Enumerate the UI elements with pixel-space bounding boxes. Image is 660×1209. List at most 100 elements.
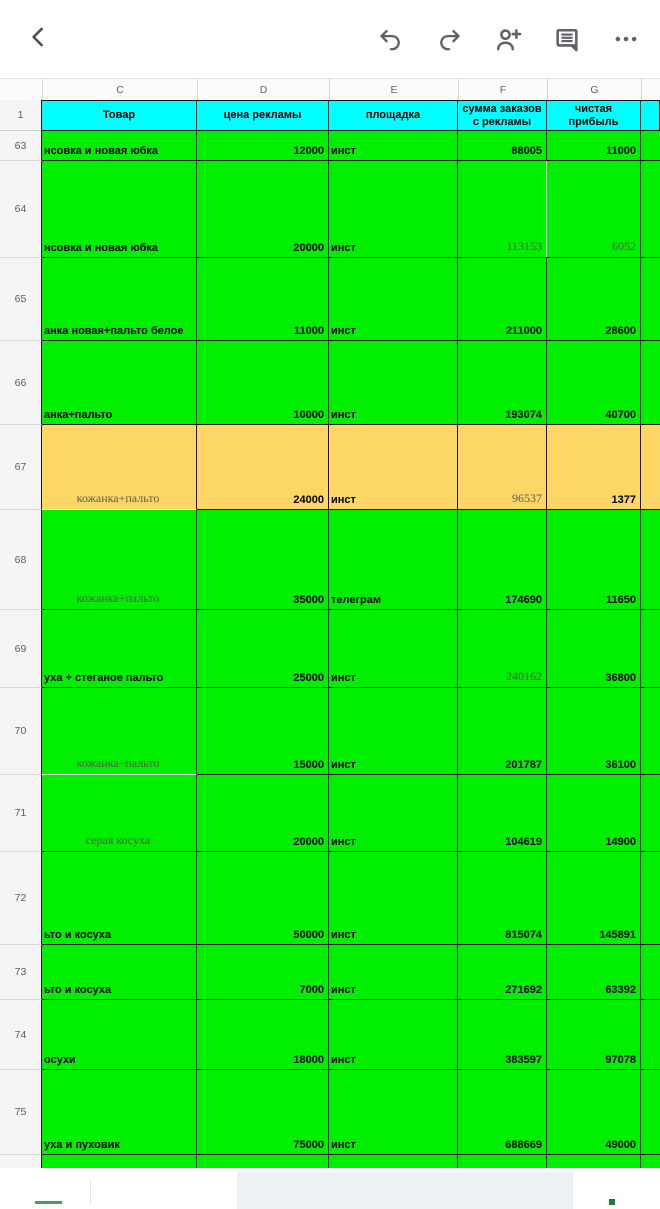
row-header-65[interactable]: 65 xyxy=(0,258,42,341)
cell-E67[interactable]: инст xyxy=(329,425,458,510)
row-header-75[interactable]: 75 xyxy=(0,1070,42,1155)
cell-E66[interactable]: инст xyxy=(329,341,458,425)
cell-D72[interactable]: 50000 xyxy=(197,852,329,945)
cell-E70[interactable]: инст xyxy=(329,688,458,775)
cell-partial[interactable] xyxy=(329,1155,458,1168)
comments-button[interactable] xyxy=(553,25,581,53)
cell-C75[interactable]: уха и пуховик xyxy=(42,1070,197,1155)
row-header-66[interactable]: 66 xyxy=(0,341,42,425)
cell-D64[interactable]: 20000 xyxy=(197,161,329,258)
cell-E68[interactable]: телеграм xyxy=(329,510,458,610)
row-header-71[interactable]: 71 xyxy=(0,775,42,852)
cell-C69[interactable]: уха + стеганое пальто xyxy=(42,610,197,688)
cell-C64[interactable]: нсовка и новая юбка xyxy=(42,161,197,258)
cell-C63[interactable]: нсовка и новая юбка xyxy=(42,131,197,161)
row-header-70[interactable]: 70 xyxy=(0,688,42,775)
cell-G63[interactable]: 11000 xyxy=(547,131,641,161)
cell-E71[interactable]: инст xyxy=(329,775,458,852)
cell-G67[interactable]: 1377 xyxy=(547,425,641,510)
cell-G74[interactable]: 97078 xyxy=(547,1000,641,1070)
cell-D70[interactable]: 15000 xyxy=(197,688,329,775)
row-header-64[interactable]: 64 xyxy=(0,161,42,258)
cell-F70[interactable]: 201787 xyxy=(458,688,547,775)
row-header-69[interactable]: 69 xyxy=(0,610,42,688)
scrollbar[interactable] xyxy=(237,1172,573,1209)
share-button[interactable] xyxy=(494,25,522,53)
cell-E75[interactable]: инст xyxy=(329,1070,458,1155)
column-header-G[interactable]: G xyxy=(547,79,641,100)
column-header-E[interactable]: E xyxy=(329,79,458,100)
header-cell-C1[interactable]: Товар xyxy=(42,100,197,131)
cell-D74[interactable]: 18000 xyxy=(197,1000,329,1070)
cell-C68[interactable]: кожанка+пальто xyxy=(42,510,197,610)
cell-F63[interactable]: 88005 xyxy=(458,131,547,161)
row-header-73[interactable]: 73 xyxy=(0,945,42,1000)
cell-C74[interactable]: осухи xyxy=(42,1000,197,1070)
cell-G72[interactable]: 145891 xyxy=(547,852,641,945)
cell-F75[interactable]: 688669 xyxy=(458,1070,547,1155)
cell-D69[interactable]: 25000 xyxy=(197,610,329,688)
row-header-72[interactable]: 72 xyxy=(0,852,42,945)
cell-E69[interactable]: инст xyxy=(329,610,458,688)
cell-F69[interactable]: 240162 xyxy=(458,610,547,688)
cell-D71[interactable]: 20000 xyxy=(197,775,329,852)
cell-G71[interactable]: 14900 xyxy=(547,775,641,852)
cell-D73[interactable]: 7000 xyxy=(197,945,329,1000)
cell-F72[interactable]: 815074 xyxy=(458,852,547,945)
cell-C65[interactable]: анка новая+пальто белое xyxy=(42,258,197,341)
row-header-1[interactable]: 1 xyxy=(0,100,42,131)
cell-G68[interactable]: 11650 xyxy=(547,510,641,610)
cell-partial[interactable] xyxy=(458,1155,547,1168)
cell-C70[interactable]: кожанка+пальто xyxy=(42,688,197,775)
cell-F73[interactable]: 271692 xyxy=(458,945,547,1000)
back-button[interactable] xyxy=(24,24,54,54)
cell-partial[interactable] xyxy=(547,1155,641,1168)
cell-G69[interactable]: 36800 xyxy=(547,610,641,688)
cell-E74[interactable]: инст xyxy=(329,1000,458,1070)
cell-D66[interactable]: 10000 xyxy=(197,341,329,425)
cell-G73[interactable]: 63392 xyxy=(547,945,641,1000)
column-header-C[interactable]: C xyxy=(42,79,197,100)
cell-C72[interactable]: ьто и косуха xyxy=(42,852,197,945)
row-header-74[interactable]: 74 xyxy=(0,1000,42,1070)
header-cell-E1[interactable]: площадка xyxy=(329,100,458,131)
cell-G75[interactable]: 49000 xyxy=(547,1070,641,1155)
cell-F74[interactable]: 383597 xyxy=(458,1000,547,1070)
cell-E65[interactable]: инст xyxy=(329,258,458,341)
cell-D75[interactable]: 75000 xyxy=(197,1070,329,1155)
cell-E73[interactable]: инст xyxy=(329,945,458,1000)
column-header-F[interactable]: F xyxy=(458,79,547,100)
column-header-D[interactable]: D xyxy=(197,79,329,100)
cell-G64[interactable]: 6052 xyxy=(547,161,641,258)
cell-D68[interactable]: 35000 xyxy=(197,510,329,610)
cell-G65[interactable]: 28600 xyxy=(547,258,641,341)
cell-E64[interactable]: инст xyxy=(329,161,458,258)
cell-F67[interactable]: 96537 xyxy=(458,425,547,510)
header-cell-G1[interactable]: чистая прибыль xyxy=(547,100,641,131)
row-header-partial[interactable] xyxy=(0,1155,42,1168)
header-cell-D1[interactable]: цена рекламы xyxy=(197,100,329,131)
cell-C67[interactable]: кожанка+пальто xyxy=(42,425,197,510)
cell-C73[interactable]: ьто и косуха xyxy=(42,945,197,1000)
row-header-68[interactable]: 68 xyxy=(0,510,42,610)
cell-partial[interactable] xyxy=(42,1155,197,1168)
cell-F68[interactable]: 174690 xyxy=(458,510,547,610)
row-header-63[interactable]: 63 xyxy=(0,131,42,161)
cell-E72[interactable]: инст xyxy=(329,852,458,945)
cell-E63[interactable]: инст xyxy=(329,131,458,161)
undo-button[interactable] xyxy=(376,25,404,53)
row-header-67[interactable]: 67 xyxy=(0,425,42,510)
cell-C71[interactable]: серая косуха xyxy=(42,775,197,852)
cell-F65[interactable]: 211000 xyxy=(458,258,547,341)
cell-F66[interactable]: 193074 xyxy=(458,341,547,425)
cell-D65[interactable]: 11000 xyxy=(197,258,329,341)
cell-D63[interactable]: 12000 xyxy=(197,131,329,161)
cell-G66[interactable]: 40700 xyxy=(547,341,641,425)
more-options-button[interactable] xyxy=(612,25,640,53)
cell-F71[interactable]: 104619 xyxy=(458,775,547,852)
cell-G70[interactable]: 36100 xyxy=(547,688,641,775)
cell-partial[interactable] xyxy=(197,1155,329,1168)
redo-button[interactable] xyxy=(435,25,463,53)
cell-C66[interactable]: анка+пальто xyxy=(42,341,197,425)
cell-D67[interactable]: 24000 xyxy=(197,425,329,510)
